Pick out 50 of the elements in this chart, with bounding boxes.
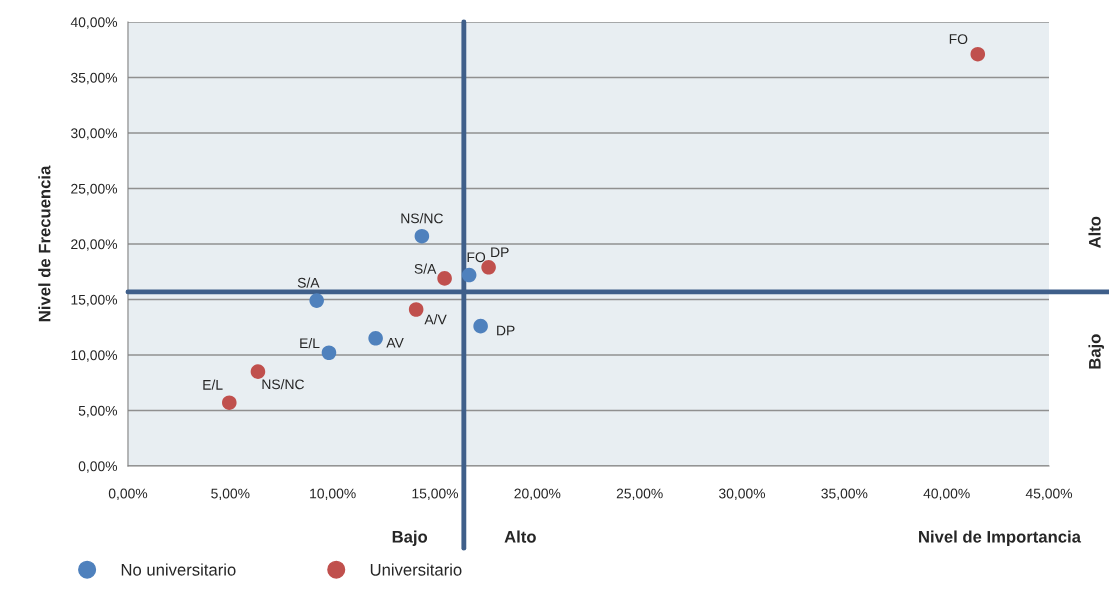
x-tick-label: 35,00%	[821, 488, 868, 501]
text: Alto	[1088, 216, 1101, 248]
y-tick-label: 10,00%	[71, 350, 118, 362]
annotation: S/A	[297, 277, 320, 288]
annotation: S/A	[414, 263, 437, 274]
legend-label: Universitario	[370, 563, 462, 576]
x-axis-title: Nivel de Importancia	[919, 530, 1082, 546]
annotation: A/V	[424, 314, 447, 325]
x-tick-label: 40,00%	[923, 488, 970, 501]
y-tick-label: 5,00%	[78, 405, 118, 418]
annotation: AV	[386, 337, 404, 348]
point	[250, 364, 266, 379]
x-tick-label: 5,00%	[211, 488, 250, 501]
point	[408, 302, 424, 317]
annotation: DP	[497, 325, 515, 336]
point	[970, 46, 986, 62]
x-tick-label: 15,00%	[412, 488, 459, 501]
point	[309, 293, 324, 308]
point	[437, 271, 452, 286]
y-tick-label: 0,00%	[78, 461, 118, 473]
point	[473, 318, 488, 334]
x-tick-label: 25,00%	[616, 488, 663, 501]
annotation: NS/NC	[401, 213, 443, 224]
x-tick-label: 0,00%	[108, 488, 148, 501]
annotation: E/L	[300, 337, 320, 349]
point	[222, 395, 237, 410]
y-tick-label: 25,00%	[71, 183, 118, 196]
annotation: FO	[467, 252, 486, 263]
y-tick-label: 40,00%	[70, 17, 118, 29]
legend-label: No universitario	[121, 563, 236, 576]
y-axis-title: Nivel de Frecuencia	[38, 165, 51, 322]
point	[368, 331, 383, 346]
annotation: NS/NC	[262, 379, 305, 390]
x-tick-label: 45,00%	[1025, 488, 1073, 501]
text: Alto	[504, 530, 536, 543]
x-tick-label: 30,00%	[718, 488, 766, 501]
y-tick-label: 35,00%	[70, 72, 118, 85]
text: Bajo	[1088, 334, 1104, 369]
point	[321, 345, 337, 361]
annotation: FO	[949, 34, 968, 45]
annotation: DP	[491, 247, 509, 257]
x-tick-label: 20,00%	[514, 488, 561, 501]
y-tick-label: 15,00%	[71, 294, 118, 307]
y-tick-label: 30,00%	[70, 128, 118, 140]
point	[414, 228, 430, 244]
text: Bajo	[392, 530, 428, 546]
annotation: E/L	[203, 379, 223, 390]
point	[461, 267, 477, 283]
x-tick-label: 10,00%	[310, 488, 356, 501]
y-tick-label: 20,00%	[71, 239, 118, 251]
